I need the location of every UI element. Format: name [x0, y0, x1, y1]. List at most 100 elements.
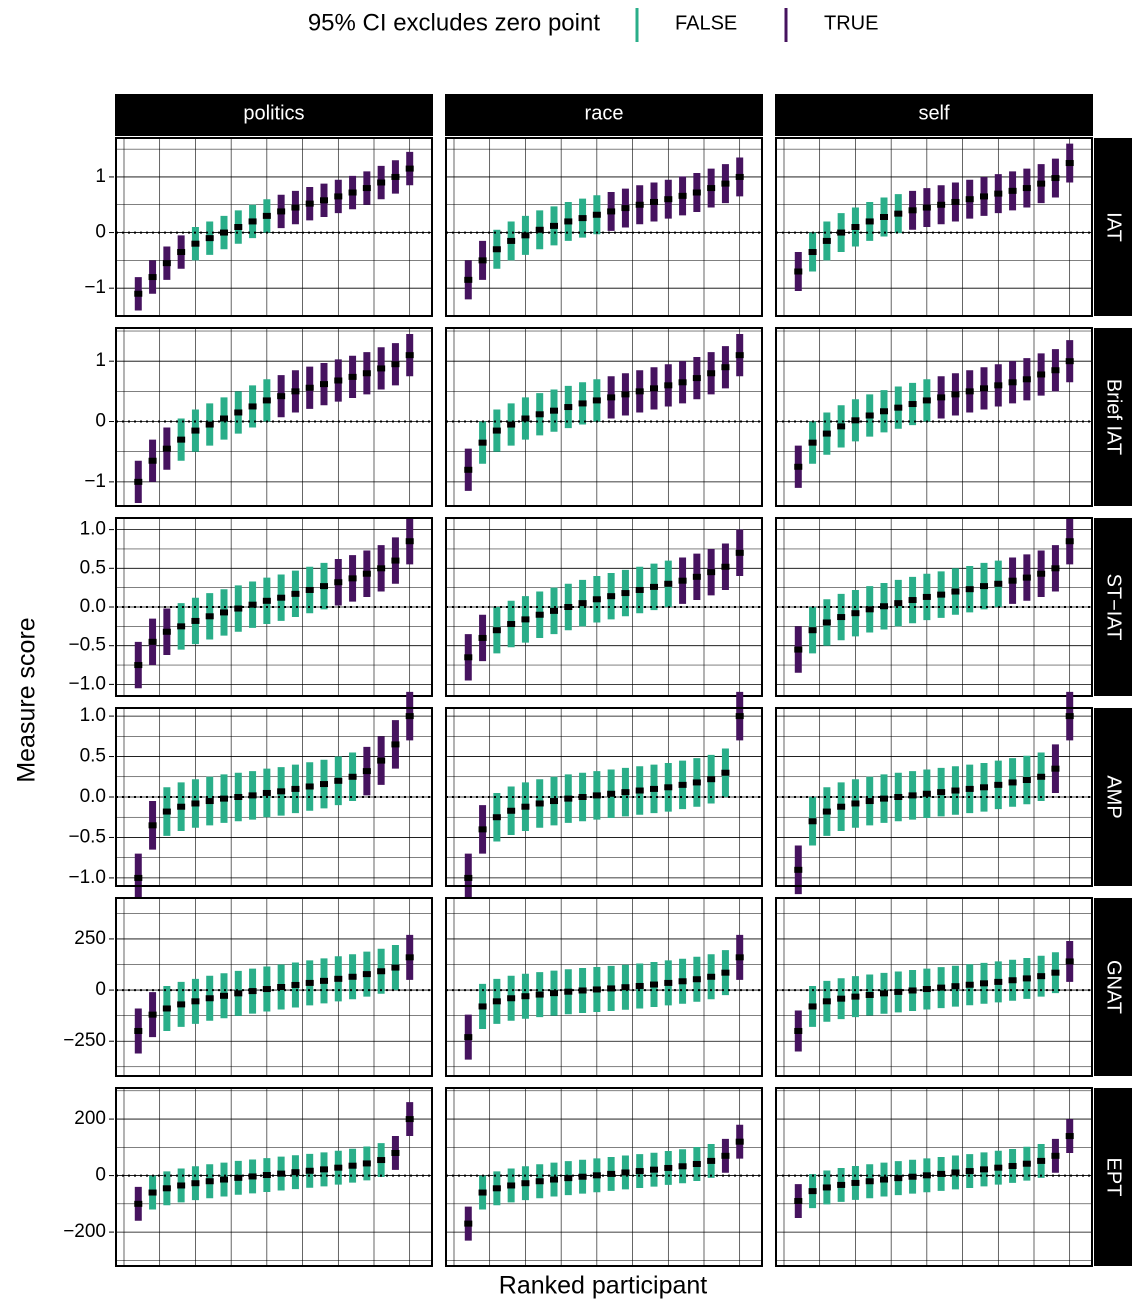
point — [277, 393, 286, 400]
panel-border — [445, 137, 763, 317]
point — [234, 794, 243, 800]
point — [550, 407, 558, 414]
point — [837, 614, 846, 621]
point — [678, 781, 687, 788]
point — [134, 478, 143, 485]
point — [391, 557, 400, 564]
point — [1065, 538, 1074, 545]
point — [277, 788, 286, 795]
point — [607, 208, 616, 215]
point — [994, 190, 1003, 197]
point — [478, 439, 487, 446]
point — [664, 1164, 673, 1171]
point — [1051, 367, 1060, 374]
point — [692, 976, 701, 983]
point — [464, 276, 473, 283]
point — [664, 382, 673, 389]
column-strip — [115, 94, 433, 136]
point — [1051, 565, 1060, 572]
panel — [115, 327, 433, 507]
point — [851, 224, 860, 230]
point — [822, 237, 831, 244]
point — [191, 800, 200, 807]
point — [965, 1168, 974, 1175]
point — [678, 978, 687, 985]
point — [550, 990, 558, 997]
point — [334, 193, 343, 200]
point — [808, 818, 817, 825]
panel-border — [115, 1087, 433, 1267]
point — [621, 789, 630, 796]
panel-border — [445, 517, 763, 697]
point — [865, 218, 874, 225]
point — [592, 1172, 601, 1179]
point — [707, 569, 716, 576]
point — [535, 1178, 544, 1185]
point — [865, 412, 874, 419]
point — [220, 1176, 228, 1183]
point — [234, 409, 243, 416]
panel — [445, 327, 763, 507]
point — [664, 979, 673, 986]
point — [578, 215, 587, 222]
point — [550, 607, 558, 614]
point — [592, 211, 601, 218]
point — [894, 988, 903, 995]
point — [692, 375, 701, 382]
point — [721, 180, 730, 187]
row-strip — [1094, 898, 1132, 1076]
point — [607, 394, 616, 401]
point — [1008, 779, 1017, 786]
point — [1022, 574, 1031, 581]
point — [894, 404, 903, 411]
point — [362, 570, 371, 577]
point — [277, 594, 286, 601]
panel-border — [115, 897, 433, 1077]
point — [362, 1160, 371, 1167]
panel — [445, 517, 763, 697]
point — [980, 1166, 988, 1173]
point — [391, 964, 400, 971]
point — [994, 978, 1003, 985]
y-tick-label: 0 — [95, 411, 106, 432]
point — [507, 237, 516, 244]
panel — [775, 1087, 1093, 1267]
point — [937, 1170, 946, 1177]
point — [1037, 570, 1046, 577]
point — [1065, 958, 1074, 965]
point — [951, 588, 960, 595]
point — [851, 993, 860, 1000]
point — [994, 781, 1003, 788]
legend-title: 95% CI excludes zero point — [308, 9, 600, 36]
point — [894, 210, 903, 217]
point — [507, 621, 516, 628]
point — [248, 218, 257, 225]
point — [521, 616, 530, 623]
panel — [115, 897, 433, 1077]
x-axis-label: Ranked participant — [499, 1272, 708, 1300]
point — [894, 794, 903, 800]
point — [837, 423, 846, 430]
point — [664, 784, 673, 791]
y-tick-label: −0.5 — [68, 635, 106, 656]
point — [334, 777, 343, 784]
point — [564, 795, 573, 802]
point — [521, 415, 530, 422]
point — [650, 981, 658, 988]
point — [162, 628, 171, 635]
point — [305, 979, 314, 986]
point — [880, 795, 888, 802]
point — [277, 1170, 286, 1177]
panel-border — [445, 897, 763, 1077]
point — [291, 590, 300, 597]
point — [1022, 1160, 1031, 1167]
point — [908, 987, 917, 994]
point — [305, 586, 314, 593]
point — [362, 185, 371, 192]
point — [262, 397, 271, 404]
point — [578, 600, 587, 607]
point — [177, 1182, 186, 1189]
point — [837, 229, 846, 236]
point — [205, 995, 214, 1002]
point — [607, 1170, 616, 1177]
